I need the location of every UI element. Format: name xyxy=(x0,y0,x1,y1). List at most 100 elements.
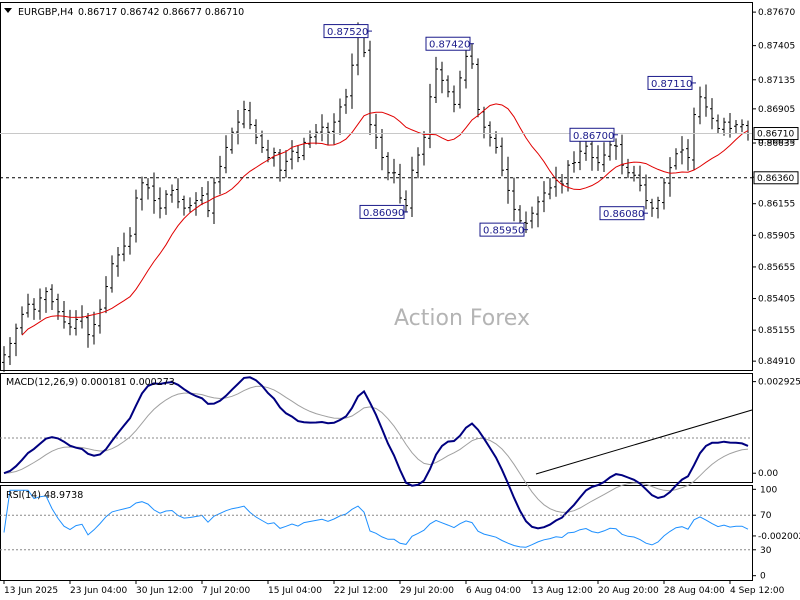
annotation-box xyxy=(323,24,369,39)
level-tag-text: 0.86360 xyxy=(757,174,794,184)
candle xyxy=(602,142,606,172)
candle xyxy=(290,140,294,170)
price-tick-label: 0.87405 xyxy=(758,42,795,52)
price-tick-label: 0.86905 xyxy=(758,105,795,115)
panel-frames xyxy=(0,2,753,581)
current-price-tag-box xyxy=(753,127,799,141)
time-tick-label: 23 Jun 04:00 xyxy=(70,586,127,596)
candle xyxy=(470,43,474,69)
price-tick-label: 0.87135 xyxy=(758,76,795,86)
candle xyxy=(206,181,210,218)
candle xyxy=(548,178,552,200)
rsi-label: RSI(14) 48.9738 xyxy=(6,490,83,501)
candle xyxy=(224,135,228,174)
candle xyxy=(134,189,138,243)
symbol-info: EURGBP,H4 xyxy=(18,7,73,18)
time-tick-label: 7 Jul 20:00 xyxy=(202,586,251,596)
candle xyxy=(200,186,204,206)
rsi-tick-label: 30 xyxy=(760,546,772,556)
dropdown-triangle-icon[interactable] xyxy=(4,8,12,13)
moving-average-line xyxy=(21,103,749,336)
candle xyxy=(104,276,108,314)
candle xyxy=(656,196,660,219)
candle xyxy=(722,117,726,136)
candle xyxy=(734,119,738,134)
candle xyxy=(542,181,546,213)
time-tick-label: 13 Aug 12:00 xyxy=(532,586,593,596)
candle xyxy=(236,109,240,145)
candle xyxy=(614,138,618,160)
candle xyxy=(182,195,186,216)
candle xyxy=(248,101,252,130)
candle xyxy=(422,131,426,166)
candle xyxy=(296,144,300,163)
candle xyxy=(44,287,48,313)
candle xyxy=(584,140,588,161)
candle xyxy=(380,129,384,171)
time-tick-label: 15 Jul 04:00 xyxy=(268,586,322,596)
candle xyxy=(494,131,498,154)
quote-values: 0.86717 0.86742 0.86677 0.86710 xyxy=(78,7,244,18)
candle xyxy=(428,83,432,149)
candle xyxy=(638,165,642,192)
time-tick-label: 4 Sep 12:00 xyxy=(730,586,785,596)
candle xyxy=(440,61,444,94)
candle xyxy=(314,124,318,145)
candle xyxy=(398,163,402,204)
candle xyxy=(662,178,666,210)
annotation-text: 0.87420 xyxy=(429,40,470,51)
candle xyxy=(32,298,36,320)
candle xyxy=(434,56,438,103)
candle xyxy=(20,306,24,335)
annotation-box xyxy=(425,36,471,51)
candle xyxy=(620,134,624,175)
annotation-text: 0.87520 xyxy=(327,27,368,38)
panel-frame xyxy=(0,373,753,483)
candle xyxy=(350,53,354,109)
rsi-tick-label: 100 xyxy=(760,485,777,495)
price-tick-label: 0.85905 xyxy=(758,231,795,241)
watermark: Action Forex xyxy=(394,306,530,331)
candle xyxy=(596,145,600,171)
macd-tick-label: 0.00 xyxy=(758,469,778,479)
candle xyxy=(194,192,198,216)
level-tag: 0.86360 xyxy=(753,171,799,185)
macd-main-line xyxy=(3,376,749,530)
candle xyxy=(416,147,420,179)
candle xyxy=(2,346,6,372)
candle xyxy=(188,197,192,213)
candle xyxy=(140,176,144,211)
level-tag-box xyxy=(753,171,799,185)
candle xyxy=(386,152,390,181)
time-axis: 13 Jun 2025 23 Jun 04:00 30 Jun 12:00 7 Jul… xyxy=(3,580,785,596)
candle xyxy=(242,100,246,129)
candle xyxy=(152,172,156,214)
candle xyxy=(170,184,174,203)
candle xyxy=(146,178,150,200)
candle xyxy=(260,130,264,153)
candle xyxy=(158,187,162,219)
candle xyxy=(572,151,576,173)
candle xyxy=(452,85,456,113)
candle xyxy=(560,173,564,194)
candle xyxy=(698,86,702,125)
time-tick-label: 20 Aug 20:00 xyxy=(598,586,659,596)
candle xyxy=(128,227,132,255)
candle xyxy=(626,158,630,179)
annotation-text: 0.86090 xyxy=(363,208,404,219)
candle xyxy=(710,98,714,130)
candle xyxy=(368,40,372,136)
macd-panel: MACD(12,26,9) 0.000181 0.000273 xyxy=(0,376,753,530)
annotation-text: 0.86700 xyxy=(573,131,614,142)
macd-trendline xyxy=(535,409,753,475)
candle xyxy=(632,165,636,182)
annotation-text: 0.86080 xyxy=(603,209,644,220)
candle xyxy=(374,113,378,150)
candle xyxy=(458,70,462,109)
candle xyxy=(566,160,570,192)
candle xyxy=(464,45,468,89)
candle xyxy=(122,232,126,262)
candle xyxy=(392,158,396,184)
candle xyxy=(164,190,168,215)
